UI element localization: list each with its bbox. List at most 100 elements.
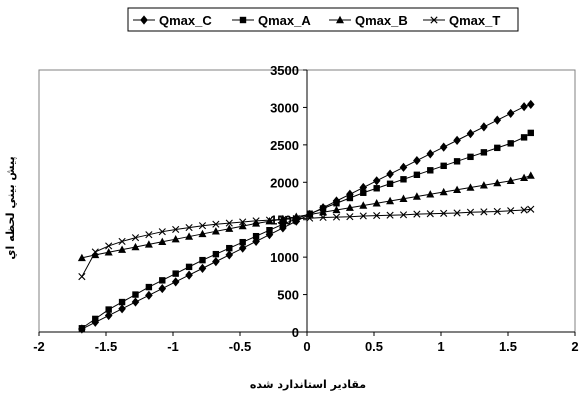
series-layer: [77, 99, 535, 334]
data-point: [158, 228, 166, 236]
data-point: [131, 297, 140, 307]
data-point: [399, 162, 408, 172]
data-point: [159, 277, 166, 284]
data-point: [527, 205, 535, 213]
series-qmax-t: [78, 205, 535, 281]
data-point: [77, 253, 86, 262]
data-point: [198, 229, 207, 238]
data-point: [158, 237, 167, 245]
data-point: [386, 211, 394, 219]
data-point: [386, 169, 394, 179]
data-point: [118, 245, 127, 253]
data-point: [480, 149, 488, 156]
data-point: [453, 135, 461, 145]
data-point: [212, 220, 220, 228]
data-point: [238, 243, 247, 253]
data-point: [467, 153, 474, 161]
data-point: [252, 217, 260, 225]
series-qmax-a: [78, 129, 534, 332]
data-point: [185, 270, 193, 280]
data-point: [78, 325, 86, 332]
data-point: [480, 122, 488, 132]
data-point: [386, 180, 394, 187]
x-tick-label: 2: [571, 339, 578, 354]
data-point: [333, 200, 340, 207]
data-point: [238, 221, 247, 230]
data-point: [239, 218, 247, 226]
data-point: [292, 215, 300, 223]
data-point: [91, 317, 100, 327]
data-point: [386, 196, 395, 205]
data-point: [453, 209, 461, 217]
data-point: [439, 142, 448, 152]
legend-marker: [430, 16, 438, 24]
data-point: [507, 140, 514, 147]
data-point: [171, 277, 180, 287]
x-tick-label: 0: [303, 339, 310, 354]
data-point: [412, 192, 421, 200]
data-point: [198, 263, 207, 273]
data-point: [239, 238, 246, 246]
data-point: [494, 144, 501, 152]
data-point: [526, 171, 535, 179]
data-point: [520, 206, 528, 214]
y-tick-label: 3500: [270, 63, 299, 78]
data-point: [145, 231, 153, 239]
data-point: [413, 155, 421, 166]
data-point: [132, 291, 139, 298]
x-tick-label: -0.5: [229, 339, 251, 354]
data-point: [118, 237, 126, 246]
y-tick-label: 2500: [270, 138, 299, 153]
data-point: [319, 208, 328, 216]
data-point: [426, 149, 435, 159]
data-point: [225, 219, 233, 227]
data-point: [131, 242, 140, 251]
data-point: [466, 129, 475, 139]
data-point: [493, 115, 502, 125]
data-point: [198, 222, 207, 230]
data-point: [199, 256, 206, 264]
data-point: [493, 207, 501, 216]
legend-marker: [336, 15, 344, 24]
data-point: [252, 232, 260, 240]
data-point: [226, 244, 233, 252]
data-point: [346, 213, 354, 221]
data-point: [520, 134, 528, 141]
x-tick-label: 0.5: [365, 339, 383, 354]
data-point: [346, 194, 354, 202]
data-point: [104, 310, 113, 321]
legend-label: Qmax_T: [449, 13, 500, 28]
data-point: [466, 208, 475, 216]
y-tick-label: 2000: [270, 175, 299, 190]
data-point: [131, 234, 140, 242]
x-ticks: -2 -1.5 -1 -0.5 0 0.5 1 1.5 2: [33, 332, 579, 354]
x-tick-label: -1.5: [95, 339, 117, 354]
data-point: [279, 221, 287, 228]
x-tick-label: -1: [167, 339, 179, 354]
data-point: [345, 203, 354, 211]
data-point: [439, 187, 448, 196]
data-point: [526, 99, 535, 110]
data-point: [278, 214, 287, 223]
data-point: [279, 215, 287, 223]
legend-entry: Qmax_A: [232, 13, 311, 28]
legend-label: Qmax_C: [159, 13, 212, 28]
data-point: [332, 205, 341, 214]
data-point: [372, 176, 381, 186]
data-point: [105, 242, 113, 250]
data-point: [413, 171, 421, 178]
legend-marker: [140, 15, 148, 25]
data-point: [171, 234, 180, 243]
data-point: [105, 306, 112, 313]
data-point: [426, 190, 435, 198]
data-point: [453, 158, 461, 165]
data-point: [212, 250, 220, 258]
y-tick-label: 1000: [270, 250, 299, 265]
data-point: [399, 211, 408, 219]
data-point: [359, 212, 367, 220]
data-point: [527, 129, 534, 137]
data-point: [400, 176, 407, 183]
data-point: [266, 226, 273, 234]
data-point: [91, 248, 99, 256]
data-point: [413, 210, 421, 218]
